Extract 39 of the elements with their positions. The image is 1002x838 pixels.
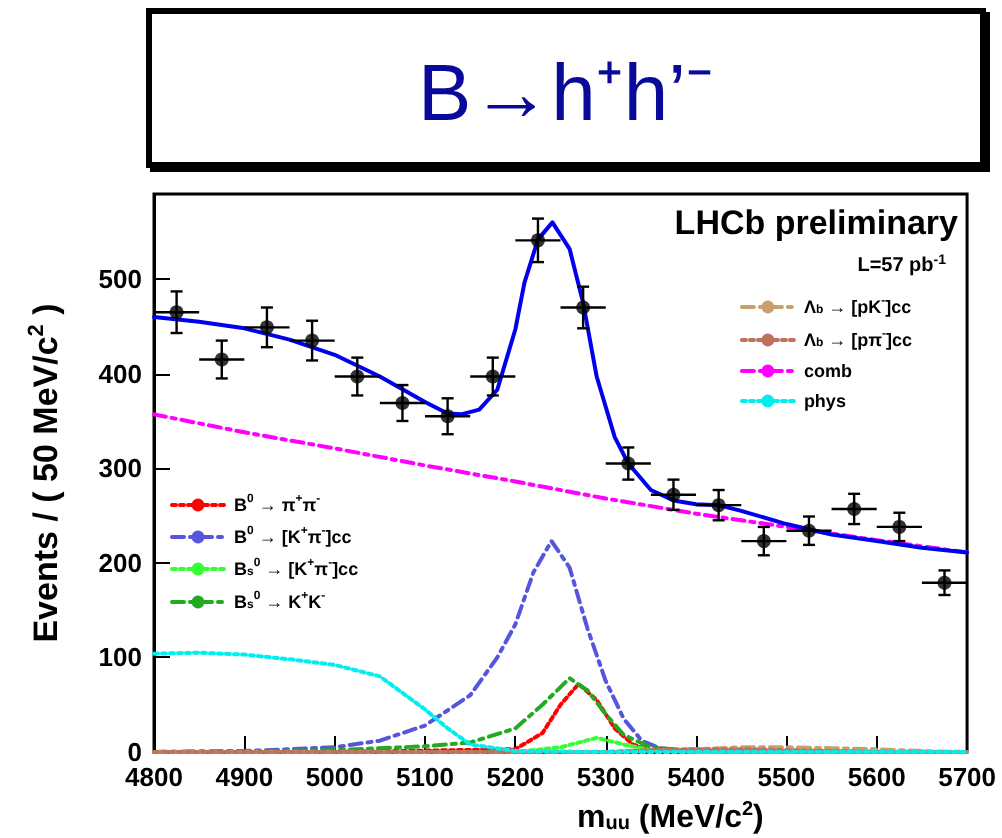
point xyxy=(214,352,229,367)
x-tick-label: 5700 xyxy=(938,762,996,792)
x-tick-label: 5200 xyxy=(486,762,545,792)
point xyxy=(395,396,410,411)
annotation: LHCb preliminary xyxy=(674,204,960,242)
x-tick-label: 5400 xyxy=(667,762,725,792)
point xyxy=(666,487,681,502)
point xyxy=(169,305,184,320)
y-tick-label: 500 xyxy=(98,264,142,295)
point xyxy=(892,519,907,534)
x-tick-label: 5500 xyxy=(757,762,816,792)
y-tick-label: 0 xyxy=(127,737,142,767)
x-tick-label: 4800 xyxy=(125,762,183,792)
y-tick-label: 400 xyxy=(98,358,142,389)
point xyxy=(350,369,365,384)
x-tick-label: 4900 xyxy=(215,762,274,792)
y-axis-title: Events / ( 50 MeV/c2 ) xyxy=(25,303,65,643)
x-tick-label: 5600 xyxy=(847,762,906,792)
chart-title: B→h⁺h’⁻ xyxy=(146,8,986,168)
point xyxy=(530,233,545,248)
point xyxy=(440,409,455,424)
point xyxy=(711,498,726,513)
y-tick-label: 300 xyxy=(98,453,142,484)
point xyxy=(485,369,500,384)
legend-label: comb xyxy=(803,361,853,381)
x-tick-label: 5100 xyxy=(396,762,454,792)
point xyxy=(802,523,816,538)
y-tick-label: 100 xyxy=(98,642,142,673)
point xyxy=(259,320,274,335)
point xyxy=(937,575,952,590)
point xyxy=(621,456,636,471)
point xyxy=(576,300,591,315)
point xyxy=(756,534,771,549)
point xyxy=(847,501,862,516)
legend-label: phys xyxy=(803,391,846,411)
point xyxy=(305,333,320,348)
x-tick-label: 5300 xyxy=(576,762,635,792)
y-tick-label: 200 xyxy=(98,547,142,578)
x-tick-label: 5000 xyxy=(305,762,364,792)
